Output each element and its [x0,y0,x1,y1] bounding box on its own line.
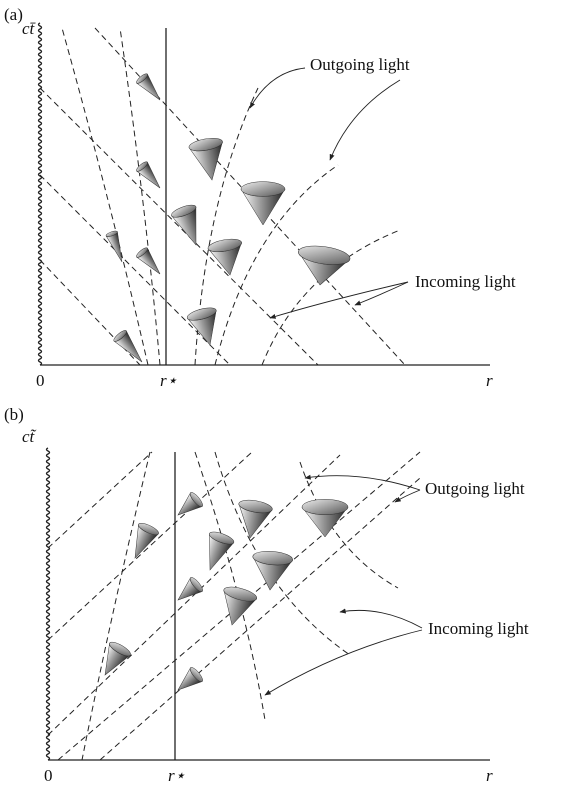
light-cone [105,230,127,264]
panel-b: (b) ct̃ Outgoing light Incoming light 0 … [4,405,529,785]
cone-part [241,182,285,197]
light-cone [302,499,348,537]
wavy-axis [39,23,42,365]
annotation: Incoming light [428,619,529,638]
x-axis-label: r [486,371,493,390]
light-cone [198,530,236,575]
arrow [395,490,420,502]
light-cone [95,640,133,681]
arrow [305,476,420,490]
r-star-label: r⋆ [160,371,178,390]
r-star-label: r⋆ [168,766,186,785]
cone-part [302,499,348,514]
y-axis-label: ct̄ [22,19,36,38]
light-cone [170,203,208,250]
light-cone [172,491,204,522]
origin-label: 0 [44,766,53,785]
arrow [355,282,408,305]
light-cone [112,329,148,367]
arrow [340,610,422,628]
arrow [265,630,422,695]
light-cone [294,243,351,289]
arrow [270,282,408,318]
figure: (a) ct̄ Outgoing light Incoming light 0 … [0,0,565,789]
outgoing-light-curves [62,28,400,365]
light-cone [135,72,165,104]
y-axis-label: ct̃ [22,427,37,446]
arrow [250,68,305,108]
light-cones [95,72,352,697]
cone-part [297,243,351,267]
wavy-axis [47,448,50,760]
annotation: Incoming light [415,272,516,291]
light-cone [241,182,285,225]
arrow [330,80,400,160]
light-cone [172,576,204,607]
x-axis-label: r [486,766,493,785]
panel-label: (b) [4,405,24,424]
light-cone [135,246,165,278]
panel-label: (a) [4,5,23,24]
light-cone [216,584,259,629]
light-cone [250,550,293,592]
annotation: Outgoing light [310,55,410,74]
light-cone [207,237,247,278]
annotation: Outgoing light [425,479,525,498]
incoming-light-lines [40,28,405,365]
origin-label: 0 [36,371,45,390]
light-cone [188,136,229,183]
